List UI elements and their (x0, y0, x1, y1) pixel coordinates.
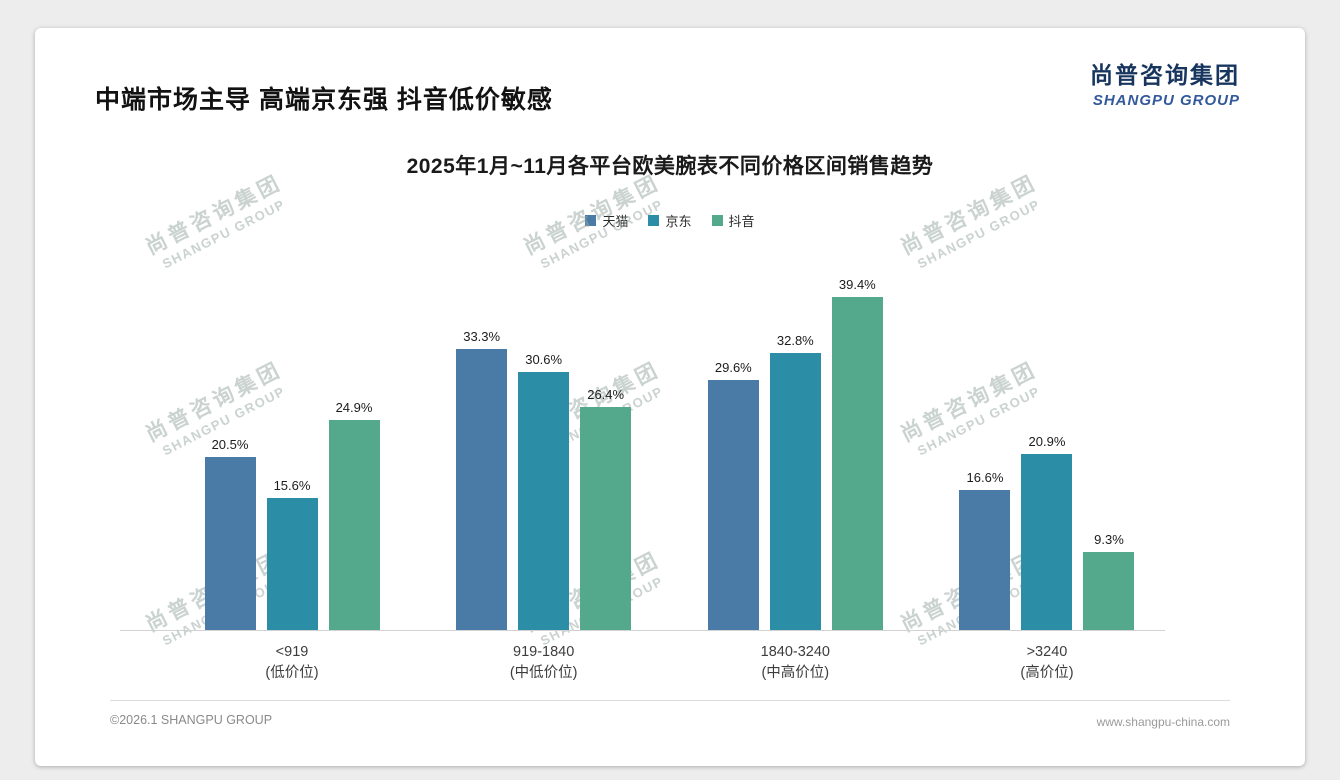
bar-with-label: 24.9% (328, 399, 380, 630)
x-axis-line (120, 630, 1165, 631)
bar-with-label: 39.4% (831, 277, 883, 630)
page-title: 中端市场主导 高端京东强 抖音低价敏感 (95, 86, 553, 114)
legend-swatch (648, 215, 660, 226)
legend-item: 天猫 (585, 211, 628, 230)
bar-天猫 (456, 348, 508, 630)
category-range: 1840-3240 (760, 644, 830, 660)
legend-label: 抖音 (728, 214, 755, 229)
bar-抖音 (580, 407, 632, 630)
bar-抖音 (831, 297, 883, 630)
bar-with-label: 33.3% (456, 328, 508, 630)
bar-with-label: 9.3% (1083, 531, 1135, 630)
category-label: <919 (低价位) (265, 642, 318, 684)
bar-value-label: 33.3% (463, 328, 501, 344)
bar-group: 29.6% 32.8% 39.4% 1840-3240 (中高价位) (707, 250, 883, 684)
bar-value-label: 16.6% (966, 469, 1004, 485)
footer-copyright: ©2026.1 SHANGPU GROUP (110, 713, 273, 727)
category-label: 919-1840 (中低价位) (510, 642, 578, 684)
legend-swatch (585, 215, 597, 226)
bar-抖音 (1083, 551, 1135, 630)
bar-京东 (1021, 453, 1073, 630)
bar-with-label: 26.4% (580, 387, 632, 630)
legend-item: 京东 (648, 211, 692, 230)
bars: 16.6% 20.9% 9.3% (959, 250, 1135, 630)
bar-value-label: 15.6% (273, 478, 311, 494)
category-tier: (低价位) (265, 665, 319, 682)
company-logo: 尚普咨询集团 SHANGPU GROUP (1090, 56, 1240, 109)
legend-label: 京东 (665, 214, 692, 229)
category-range: 919-1840 (513, 644, 575, 660)
bar-value-label: 26.4% (587, 387, 625, 403)
bar-抖音 (328, 419, 380, 630)
logo-english-text: SHANGPU GROUP (1092, 92, 1240, 109)
category-label: 1840-3240 (中高价位) (761, 642, 830, 684)
bar-value-label: 39.4% (838, 277, 876, 293)
bar-with-label: 20.5% (204, 436, 256, 630)
bar-value-label: 29.6% (714, 360, 752, 375)
bar-with-label: 29.6% (707, 360, 759, 630)
bar-with-label: 30.6% (518, 351, 570, 630)
bar-with-label: 32.8% (769, 333, 821, 630)
footer-website: www.shangpu-china.com (1096, 715, 1230, 729)
category-tier: (中低价位) (509, 665, 578, 682)
chart-legend: 天猫 京东 抖音 (35, 211, 1305, 230)
bar-with-label: 16.6% (959, 469, 1011, 630)
category-tier: (中高价位) (761, 665, 830, 682)
footer-divider (110, 700, 1230, 701)
bar-group: 20.5% 15.6% 24.9% <919 (低价位) (204, 250, 380, 684)
bar-with-label: 20.9% (1021, 433, 1073, 630)
bar-chart: 20.5% 15.6% 24.9% <919 (低价位) 33.3% 30.6% 26.4% 9… (204, 250, 1135, 684)
bar-天猫 (204, 456, 256, 630)
bar-京东 (266, 498, 318, 630)
category-label: >3240 (高价位) (1020, 642, 1073, 684)
bar-group: 16.6% 20.9% 9.3% >3240 (高价位) (959, 250, 1135, 684)
bar-value-label: 9.3% (1094, 531, 1124, 547)
legend-label: 天猫 (602, 214, 629, 229)
logo-chinese-text: 尚普咨询集团 (1090, 62, 1240, 88)
bar-value-label: 20.9% (1028, 433, 1066, 449)
bar-京东 (518, 371, 570, 630)
chart-title: 2025年1月~11月各平台欧美腕表不同价格区间销售趋势 (406, 155, 934, 178)
bars: 20.5% 15.6% 24.9% (204, 250, 380, 630)
bar-value-label: 24.9% (335, 399, 373, 415)
bar-group: 33.3% 30.6% 26.4% 919-1840 (中低价位) (456, 250, 632, 684)
bars: 33.3% 30.6% 26.4% (456, 250, 632, 630)
bar-value-label: 20.5% (211, 436, 249, 452)
bar-with-label: 15.6% (266, 478, 318, 630)
category-tier: (高价位) (1020, 665, 1074, 682)
slide: 中端市场主导 高端京东强 抖音低价敏感 尚普咨询集团 SHANGPU GROUP… (35, 28, 1305, 766)
category-range: <919 (275, 644, 309, 660)
legend-item: 抖音 (711, 211, 755, 230)
bar-天猫 (959, 489, 1011, 630)
legend-swatch (711, 215, 723, 226)
bar-天猫 (707, 380, 759, 630)
bar-value-label: 30.6% (525, 351, 563, 367)
bar-value-label: 32.8% (776, 333, 814, 348)
bar-京东 (769, 353, 821, 630)
bars: 29.6% 32.8% 39.4% (707, 250, 883, 630)
category-range: >3240 (1026, 644, 1068, 660)
